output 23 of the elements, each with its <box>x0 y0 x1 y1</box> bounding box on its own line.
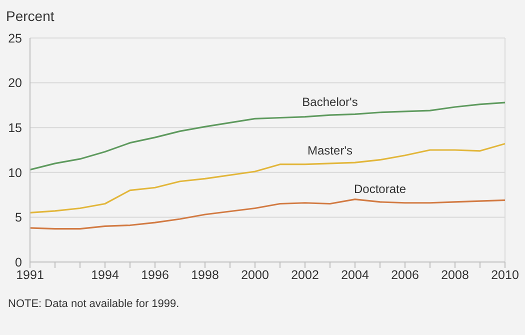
line-series <box>30 142 505 214</box>
line-series <box>30 198 505 230</box>
y-tick-label: 0 <box>15 255 22 270</box>
x-tick-label: 1991 <box>16 268 44 282</box>
x-tick-label: 2004 <box>341 268 369 282</box>
x-tick-label: 2002 <box>291 268 319 282</box>
x-tick-label: 2000 <box>241 268 269 282</box>
x-tick-label: 1994 <box>91 268 119 282</box>
x-tick-label: 1998 <box>191 268 219 282</box>
series-label: Doctorate <box>354 182 406 196</box>
y-tick-label: 10 <box>8 166 22 180</box>
text: NOTE: Data not available for 1999. <box>8 298 180 310</box>
y-tick-label: 20 <box>8 76 22 90</box>
series-label: Bachelor's <box>302 95 358 110</box>
y-tick-label: 5 <box>15 210 22 225</box>
y-tick-label: 15 <box>8 121 22 136</box>
x-tick-label: 2010 <box>491 268 519 282</box>
x-tick-label: 2008 <box>441 268 469 282</box>
x-tick-label: 1996 <box>141 268 169 282</box>
y-axis-title: Percent <box>6 8 54 24</box>
x-tick-label: 2006 <box>391 268 419 282</box>
series-label: Master's <box>308 143 352 158</box>
y-tick-label: 25 <box>8 31 22 46</box>
